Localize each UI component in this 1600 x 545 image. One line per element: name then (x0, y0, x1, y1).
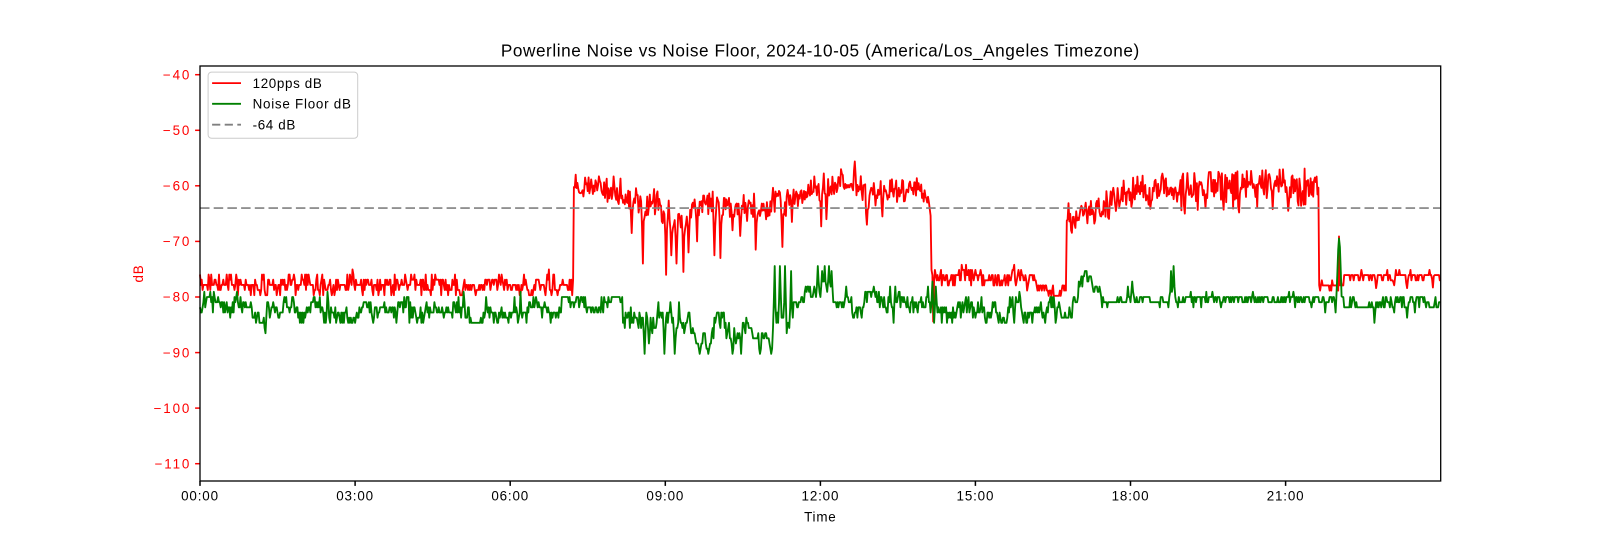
svg-text:Powerline Noise vs Noise Floor: Powerline Noise vs Noise Floor, 2024-10-… (501, 40, 1140, 60)
svg-text:12:00: 12:00 (802, 488, 840, 503)
svg-text:-64 dB: -64 dB (253, 117, 296, 132)
svg-text:−80: −80 (163, 290, 191, 305)
svg-text:−100: −100 (154, 401, 192, 416)
svg-text:−90: −90 (163, 345, 191, 360)
svg-text:15:00: 15:00 (957, 488, 995, 503)
svg-text:00:00: 00:00 (181, 488, 219, 503)
svg-text:06:00: 06:00 (491, 488, 529, 503)
svg-text:−70: −70 (163, 234, 191, 249)
svg-text:18:00: 18:00 (1112, 488, 1150, 503)
svg-text:−110: −110 (155, 456, 192, 471)
svg-text:120pps dB: 120pps dB (253, 76, 323, 91)
svg-text:dB: dB (131, 265, 146, 283)
svg-text:−50: −50 (163, 123, 191, 138)
svg-text:Noise Floor dB: Noise Floor dB (253, 97, 352, 112)
svg-text:21:00: 21:00 (1267, 488, 1305, 503)
svg-text:03:00: 03:00 (336, 488, 374, 503)
svg-text:−60: −60 (163, 179, 191, 194)
svg-text:09:00: 09:00 (646, 488, 684, 503)
svg-text:Time: Time (804, 510, 836, 525)
svg-text:−40: −40 (163, 67, 191, 82)
